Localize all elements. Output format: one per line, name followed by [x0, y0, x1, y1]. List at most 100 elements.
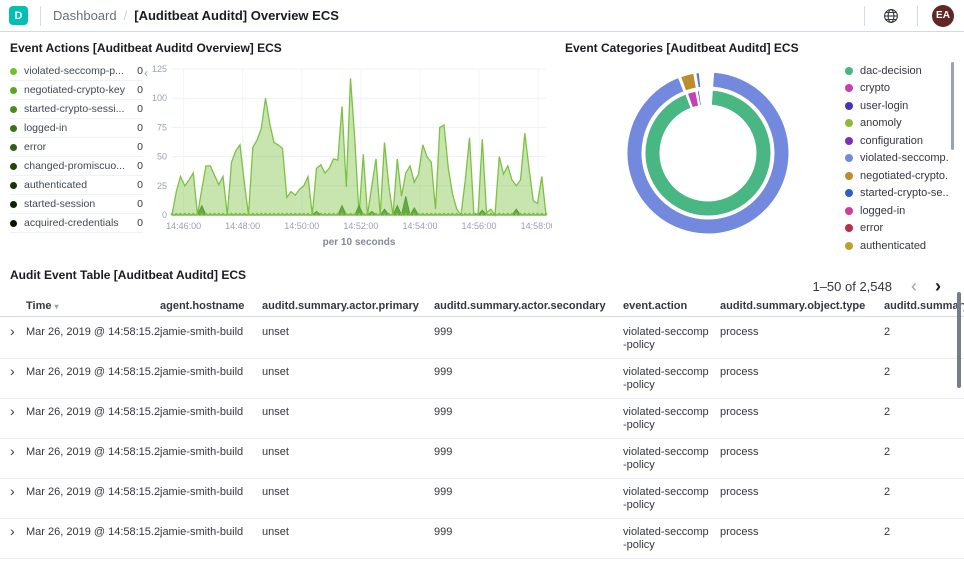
cell-time: Mar 26, 2019 @ 14:58:15.245 — [26, 366, 160, 378]
event-categories-legend-item[interactable]: started-crypto-se... — [845, 185, 949, 203]
legend-color-dot — [845, 224, 853, 233]
event-categories-legend-item[interactable]: negotiated-crypto... — [845, 167, 949, 185]
cell-actor-secondary: 999 — [434, 406, 453, 418]
cell-summary: 2 — [884, 406, 891, 418]
legend-label: changed-promiscuo... — [24, 160, 125, 172]
event-categories-donut-chart[interactable] — [622, 67, 794, 239]
breadcrumb-current-page: [Auditbeat Auditd] Overview ECS — [134, 8, 339, 23]
donut-slice[interactable] — [679, 72, 697, 92]
row-expand-icon[interactable]: › — [10, 326, 15, 339]
globe-icon[interactable] — [877, 0, 905, 31]
cell-time: Mar 26, 2019 @ 14:58:15.245 — [26, 526, 160, 538]
table-header-1[interactable]: agent.hostname — [160, 300, 245, 312]
event-categories-panel-title: Event Categories [Auditbeat Auditd] ECS — [565, 41, 799, 55]
svg-text:25: 25 — [157, 181, 167, 191]
table-row: › Mar 26, 2019 @ 14:58:15.245 jamie-smit… — [0, 359, 964, 399]
legend-value: 0 — [137, 103, 143, 115]
event-categories-legend-item[interactable]: violated-seccomp... — [845, 150, 949, 168]
event-actions-area-chart[interactable]: 0 25 50 75 100 125 14:46:00 14:48:00 14:50:00 14:… — [148, 57, 552, 249]
legend-color-dot — [10, 124, 17, 132]
breadcrumb-dashboard[interactable]: Dashboard — [53, 8, 117, 23]
event-actions-legend-item[interactable]: negotiated-crypto-key 0 — [10, 81, 143, 100]
event-actions-legend-item[interactable]: error 0 — [10, 138, 143, 157]
cell-actor-secondary: 999 — [434, 486, 453, 498]
row-expand-icon[interactable]: › — [10, 526, 15, 539]
table-row: › Mar 26, 2019 @ 14:58:15.245 jamie-smit… — [0, 479, 964, 519]
table-header-0[interactable]: Time ▾ — [26, 300, 59, 312]
legend-label: error — [24, 141, 47, 153]
table-row: › Mar 26, 2019 @ 14:58:15.245 jamie-smit… — [0, 519, 964, 559]
legend-label: authenticated — [860, 239, 927, 252]
app-logo[interactable]: D — [9, 6, 28, 25]
event-categories-legend-item[interactable]: user-login — [845, 97, 949, 115]
legend-label: negotiated-crypto... — [860, 169, 949, 182]
table-header-6[interactable]: auditd.summary — [884, 300, 964, 312]
donut-slice[interactable] — [626, 71, 790, 235]
svg-text:14:46:00: 14:46:00 — [166, 221, 201, 231]
cell-event-action: violated-seccomp-policy — [623, 526, 709, 551]
table-pagination: 1–50 of 2,548 ‹ › — [812, 274, 950, 298]
legend-value: 0 — [137, 217, 143, 229]
user-avatar[interactable]: EA — [932, 4, 954, 27]
event-actions-legend-item[interactable]: violated-seccomp-p... 0 — [10, 62, 143, 81]
event-actions-legend-item[interactable]: changed-promiscuo... 0 — [10, 157, 143, 176]
legend-label: authenticated — [24, 179, 88, 191]
cell-actor-primary: unset — [262, 486, 289, 498]
event-categories-legend-item[interactable]: error — [845, 220, 949, 238]
cell-event-action: violated-seccomp-policy — [623, 486, 709, 511]
svg-text:per 10 seconds: per 10 seconds — [323, 237, 396, 248]
table-scrollbar[interactable] — [957, 292, 961, 388]
cell-summary: 2 — [884, 326, 891, 338]
cell-hostname: jamie-smith-build — [160, 526, 244, 538]
svg-text:14:48:00: 14:48:00 — [225, 221, 260, 231]
row-expand-icon[interactable]: › — [10, 366, 15, 379]
pagination-next-icon[interactable]: › — [935, 276, 941, 296]
row-expand-icon[interactable]: › — [10, 486, 15, 499]
legend-color-dot — [10, 86, 17, 94]
legend-scrollbar[interactable] — [951, 62, 954, 150]
table-header-2[interactable]: auditd.summary.actor.primary — [262, 300, 419, 312]
event-actions-legend-item[interactable]: acquired-credentials 0 — [10, 214, 143, 233]
event-categories-legend-item[interactable]: anomoly — [845, 115, 949, 133]
pagination-prev-icon[interactable]: ‹ — [911, 276, 917, 296]
header-divider — [40, 5, 41, 26]
legend-label: started-crypto-sessi... — [24, 103, 125, 115]
donut-slice[interactable] — [644, 89, 772, 217]
event-categories-legend-item[interactable]: configuration — [845, 132, 949, 150]
cell-object-type: process — [720, 526, 759, 538]
row-expand-icon[interactable]: › — [10, 446, 15, 459]
legend-value: 0 — [137, 122, 143, 134]
legend-label: user-login — [860, 99, 909, 112]
event-categories-legend-item[interactable]: authenticated — [845, 237, 949, 255]
svg-text:14:56:00: 14:56:00 — [462, 221, 497, 231]
table-header-5[interactable]: auditd.summary.object.type — [720, 300, 866, 312]
event-categories-legend: dac-decision crypto user-login anomoly c… — [845, 62, 949, 255]
row-expand-icon[interactable]: › — [10, 406, 15, 419]
legend-color-dot — [845, 84, 853, 93]
donut-slice[interactable] — [696, 90, 702, 107]
cell-summary: 2 — [884, 526, 891, 538]
cell-actor-primary: unset — [262, 526, 289, 538]
legend-color-dot — [10, 200, 17, 208]
legend-color-dot — [10, 143, 17, 151]
svg-text:14:52:00: 14:52:00 — [343, 221, 378, 231]
legend-label: logged-in — [860, 204, 906, 217]
event-categories-legend-item[interactable]: dac-decision — [845, 62, 949, 80]
event-actions-legend-item[interactable]: started-session 0 — [10, 195, 143, 214]
event-actions-legend-item[interactable]: logged-in 0 — [10, 119, 143, 138]
donut-slice[interactable] — [695, 71, 702, 89]
event-categories-legend-item[interactable]: logged-in — [845, 202, 949, 220]
table-header-4[interactable]: event.action — [623, 300, 688, 312]
table-row: › Mar 26, 2019 @ 14:58:15.245 jamie-smit… — [0, 319, 964, 359]
legend-collapse-icon[interactable]: ‹ — [144, 66, 148, 80]
table-header-3[interactable]: auditd.summary.actor.secondary — [434, 300, 606, 312]
legend-value: 0 — [137, 179, 143, 191]
event-actions-legend-item[interactable]: started-crypto-sessi... 0 — [10, 100, 143, 119]
legend-label: crypto — [860, 82, 890, 95]
event-categories-legend-item[interactable]: crypto — [845, 80, 949, 98]
cell-summary: 2 — [884, 486, 891, 498]
table-header-expander — [10, 300, 26, 312]
donut-slice[interactable] — [686, 90, 700, 109]
event-actions-legend-item[interactable]: authenticated 0 — [10, 176, 143, 195]
legend-label: negotiated-crypto-key — [24, 84, 125, 96]
